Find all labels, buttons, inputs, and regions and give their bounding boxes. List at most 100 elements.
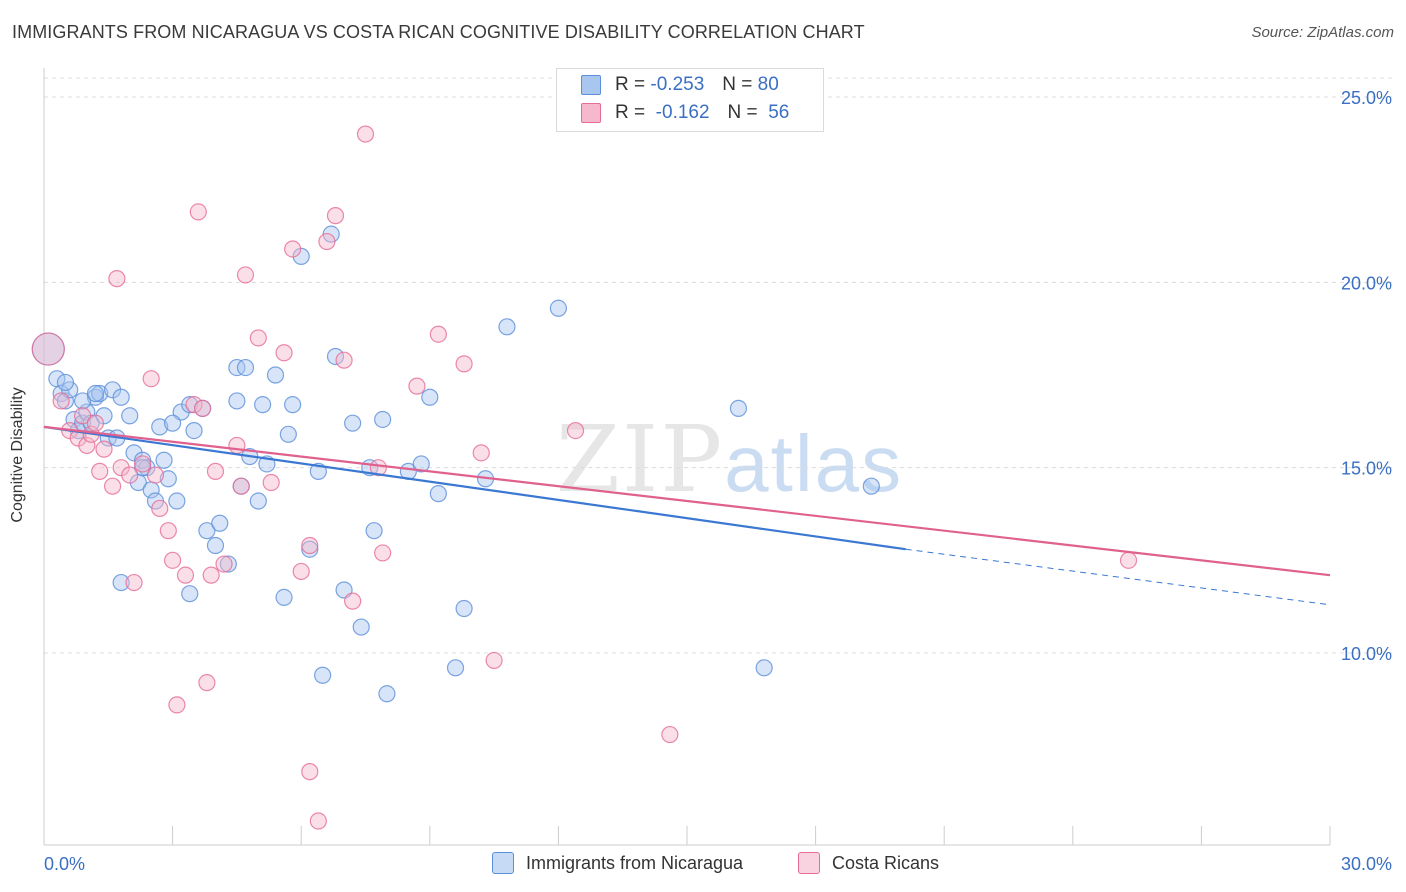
point-costa-rica	[202, 566, 220, 584]
legend-n-label: N =	[722, 74, 753, 95]
point-costa-rica	[31, 332, 65, 366]
x-tick-label: 30.0%	[1341, 854, 1392, 874]
point-nicaragua	[198, 522, 216, 540]
point-costa-rica	[52, 392, 70, 410]
legend-swatch-blue	[581, 75, 601, 95]
point-nicaragua	[729, 399, 748, 417]
point-costa-rica	[232, 477, 250, 495]
legend-n-label: N =	[727, 102, 758, 123]
point-costa-rica	[374, 544, 392, 562]
point-costa-rica	[73, 407, 92, 425]
point-costa-rica	[369, 459, 387, 477]
point-nicaragua	[266, 366, 285, 384]
point-costa-rica	[661, 725, 679, 744]
point-nicaragua	[429, 485, 447, 503]
point-nicaragua	[862, 477, 880, 495]
point-costa-rica	[284, 240, 302, 258]
point-costa-rica	[566, 422, 585, 440]
point-costa-rica	[292, 562, 310, 581]
point-nicaragua	[446, 659, 465, 677]
y-tick-label: 15.0%	[1341, 459, 1392, 479]
point-costa-rica	[142, 370, 160, 388]
point-nicaragua	[181, 396, 199, 414]
point-costa-rica	[151, 499, 169, 518]
point-nicaragua	[219, 555, 237, 573]
legend-n-value: 80	[757, 74, 779, 95]
point-costa-rica	[236, 266, 255, 284]
point-costa-rica	[309, 812, 327, 830]
point-costa-rica	[326, 207, 345, 225]
point-costa-rica	[189, 203, 207, 221]
trendline-nicaragua-extension	[905, 548, 1331, 606]
point-nicaragua	[65, 410, 83, 429]
point-nicaragua	[185, 422, 203, 440]
legend-swatch-pink	[798, 852, 820, 874]
point-costa-rica	[318, 232, 336, 251]
point-nicaragua	[421, 388, 439, 406]
y-tick-label: 25.0%	[1341, 88, 1392, 108]
point-nicaragua	[168, 492, 186, 510]
legend-item-nicaragua[interactable]: Immigrants from Nicaragua	[492, 852, 743, 874]
point-nicaragua	[284, 396, 302, 414]
point-costa-rica	[356, 125, 375, 143]
watermark-atlas: atlas	[724, 419, 904, 508]
point-nicaragua	[181, 585, 199, 603]
point-nicaragua	[314, 666, 332, 684]
point-costa-rica	[146, 466, 165, 484]
point-costa-rica	[455, 355, 473, 373]
point-costa-rica	[429, 325, 447, 343]
point-costa-rica	[133, 455, 152, 473]
point-costa-rica	[125, 573, 143, 592]
point-nicaragua	[352, 618, 370, 636]
point-nicaragua	[279, 425, 297, 443]
point-nicaragua	[56, 373, 75, 392]
point-nicaragua	[112, 573, 130, 592]
point-nicaragua	[498, 318, 516, 336]
point-costa-rica	[95, 440, 113, 458]
point-costa-rica	[335, 351, 353, 369]
point-nicaragua	[133, 459, 152, 477]
point-nicaragua	[344, 414, 362, 432]
legend-r-label: R =	[615, 74, 646, 95]
chart-title: IMMIGRANTS FROM NICARAGUA VS COSTA RICAN…	[12, 22, 865, 42]
point-nicaragua	[121, 407, 139, 425]
x-tick-label: 0.0%	[44, 854, 85, 874]
trendline-costa-rica	[43, 425, 1331, 577]
legend-n-value: 56	[768, 102, 790, 123]
legend-label-nicaragua: Immigrants from Nicaragua	[526, 852, 744, 873]
point-nicaragua	[164, 414, 182, 432]
point-costa-rica	[108, 270, 126, 288]
point-costa-rica	[301, 763, 319, 781]
legend-r-value: -0.162	[655, 102, 710, 123]
point-costa-rica	[472, 444, 490, 462]
source-label: Source: ZipAtlas.com	[1251, 24, 1394, 41]
point-costa-rica	[168, 696, 186, 714]
point-nicaragua	[254, 396, 272, 414]
series-legend: Immigrants from Nicaragua Costa Ricans	[0, 852, 1406, 876]
trendline-nicaragua	[43, 425, 906, 551]
point-costa-rica	[275, 344, 293, 362]
point-nicaragua	[365, 522, 383, 540]
point-nicaragua	[73, 392, 92, 410]
legend-r-label: R =	[615, 102, 646, 123]
point-costa-rica	[206, 462, 225, 480]
point-nicaragua	[249, 492, 267, 510]
point-nicaragua	[228, 392, 246, 410]
legend-item-costa-rica[interactable]: Costa Ricans	[798, 852, 939, 874]
point-costa-rica	[344, 592, 362, 610]
point-nicaragua	[56, 392, 75, 410]
point-costa-rica	[249, 329, 267, 347]
legend-label-costa-rica: Costa Ricans	[832, 852, 940, 873]
point-nicaragua	[91, 384, 109, 403]
y-tick-label: 20.0%	[1341, 273, 1392, 293]
point-costa-rica	[228, 436, 246, 455]
point-nicaragua	[412, 455, 430, 473]
point-nicaragua	[275, 588, 293, 607]
y-tick-label: 10.0%	[1341, 644, 1392, 664]
point-costa-rica	[86, 414, 105, 432]
point-nicaragua	[755, 659, 773, 677]
point-nicaragua	[455, 599, 473, 618]
point-nicaragua	[211, 514, 229, 532]
point-costa-rica	[176, 566, 195, 584]
point-nicaragua	[206, 536, 225, 555]
